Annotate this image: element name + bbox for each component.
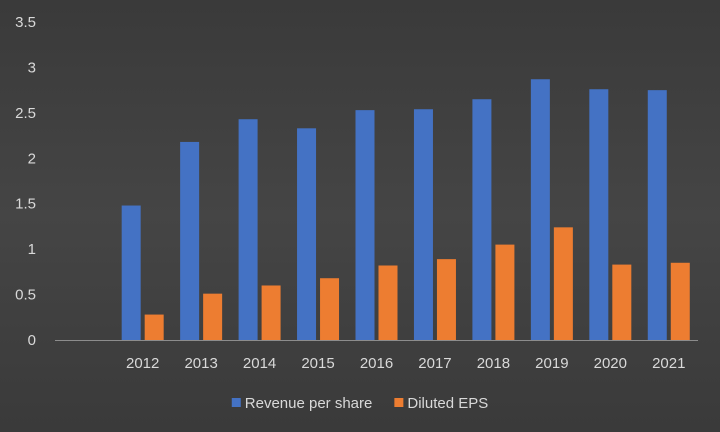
bars-group	[121, 79, 690, 341]
x-tick-label: 2017	[418, 355, 451, 372]
bar-diluted-eps-2016	[378, 265, 398, 340]
bar-revenue-per-share-2020	[589, 89, 609, 340]
y-tick-label: 3	[28, 59, 36, 76]
y-tick-label: 2	[28, 150, 36, 167]
y-tick-label: 0.5	[15, 287, 36, 304]
bar-revenue-per-share-2019	[530, 79, 550, 341]
bar-revenue-per-share-2014	[238, 119, 258, 341]
bar-diluted-eps-2018	[495, 244, 515, 340]
bar-diluted-eps-2019	[553, 227, 573, 340]
legend: Revenue per share Diluted EPS	[231, 395, 488, 412]
bar-revenue-per-share-2021	[647, 90, 667, 341]
bar-diluted-eps-2015	[320, 278, 340, 340]
legend-label-diluted-eps: Diluted EPS	[407, 395, 488, 412]
y-tick-label: 2.5	[15, 105, 36, 122]
x-tick-label: 2014	[243, 355, 276, 372]
x-tick-label: 2018	[477, 355, 510, 372]
bar-revenue-per-share-2012	[121, 205, 141, 340]
x-tick-label: 2016	[360, 355, 393, 372]
bar-revenue-per-share-2013	[180, 141, 200, 340]
y-tick-label: 0	[28, 332, 36, 349]
bar-revenue-per-share-2015	[297, 128, 317, 340]
bar-diluted-eps-2013	[203, 293, 223, 340]
bar-revenue-per-share-2016	[355, 110, 375, 340]
x-tick-label: 2020	[594, 355, 627, 372]
bar-diluted-eps-2021	[670, 262, 690, 340]
legend-swatch-diluted-eps	[394, 398, 404, 407]
y-tick-label: 1.5	[15, 196, 36, 213]
bar-revenue-per-share-2018	[472, 99, 492, 340]
y-axis-ticks: 0 0.5 1 1.5 2 2.5 3 3.5	[15, 14, 36, 349]
bar-revenue-per-share-2017	[413, 109, 433, 340]
x-tick-label: 2021	[652, 355, 685, 372]
x-tick-label: 2019	[535, 355, 568, 372]
bar-diluted-eps-2012	[144, 314, 164, 340]
x-tick-label: 2012	[126, 355, 159, 372]
y-tick-label: 1	[28, 241, 36, 258]
x-axis-ticks: 2012 2013 2014 2015 2016 2017 2018 2019 2020 2021	[126, 355, 685, 372]
bar-diluted-eps-2017	[436, 259, 456, 340]
x-tick-label: 2013	[184, 355, 217, 372]
y-tick-label: 3.5	[15, 14, 36, 31]
x-tick-label: 2015	[301, 355, 334, 372]
legend-label-revenue-per-share: Revenue per share	[245, 395, 373, 412]
bar-diluted-eps-2014	[261, 285, 281, 340]
bar-diluted-eps-2020	[612, 264, 632, 340]
legend-swatch-revenue-per-share	[231, 398, 241, 407]
